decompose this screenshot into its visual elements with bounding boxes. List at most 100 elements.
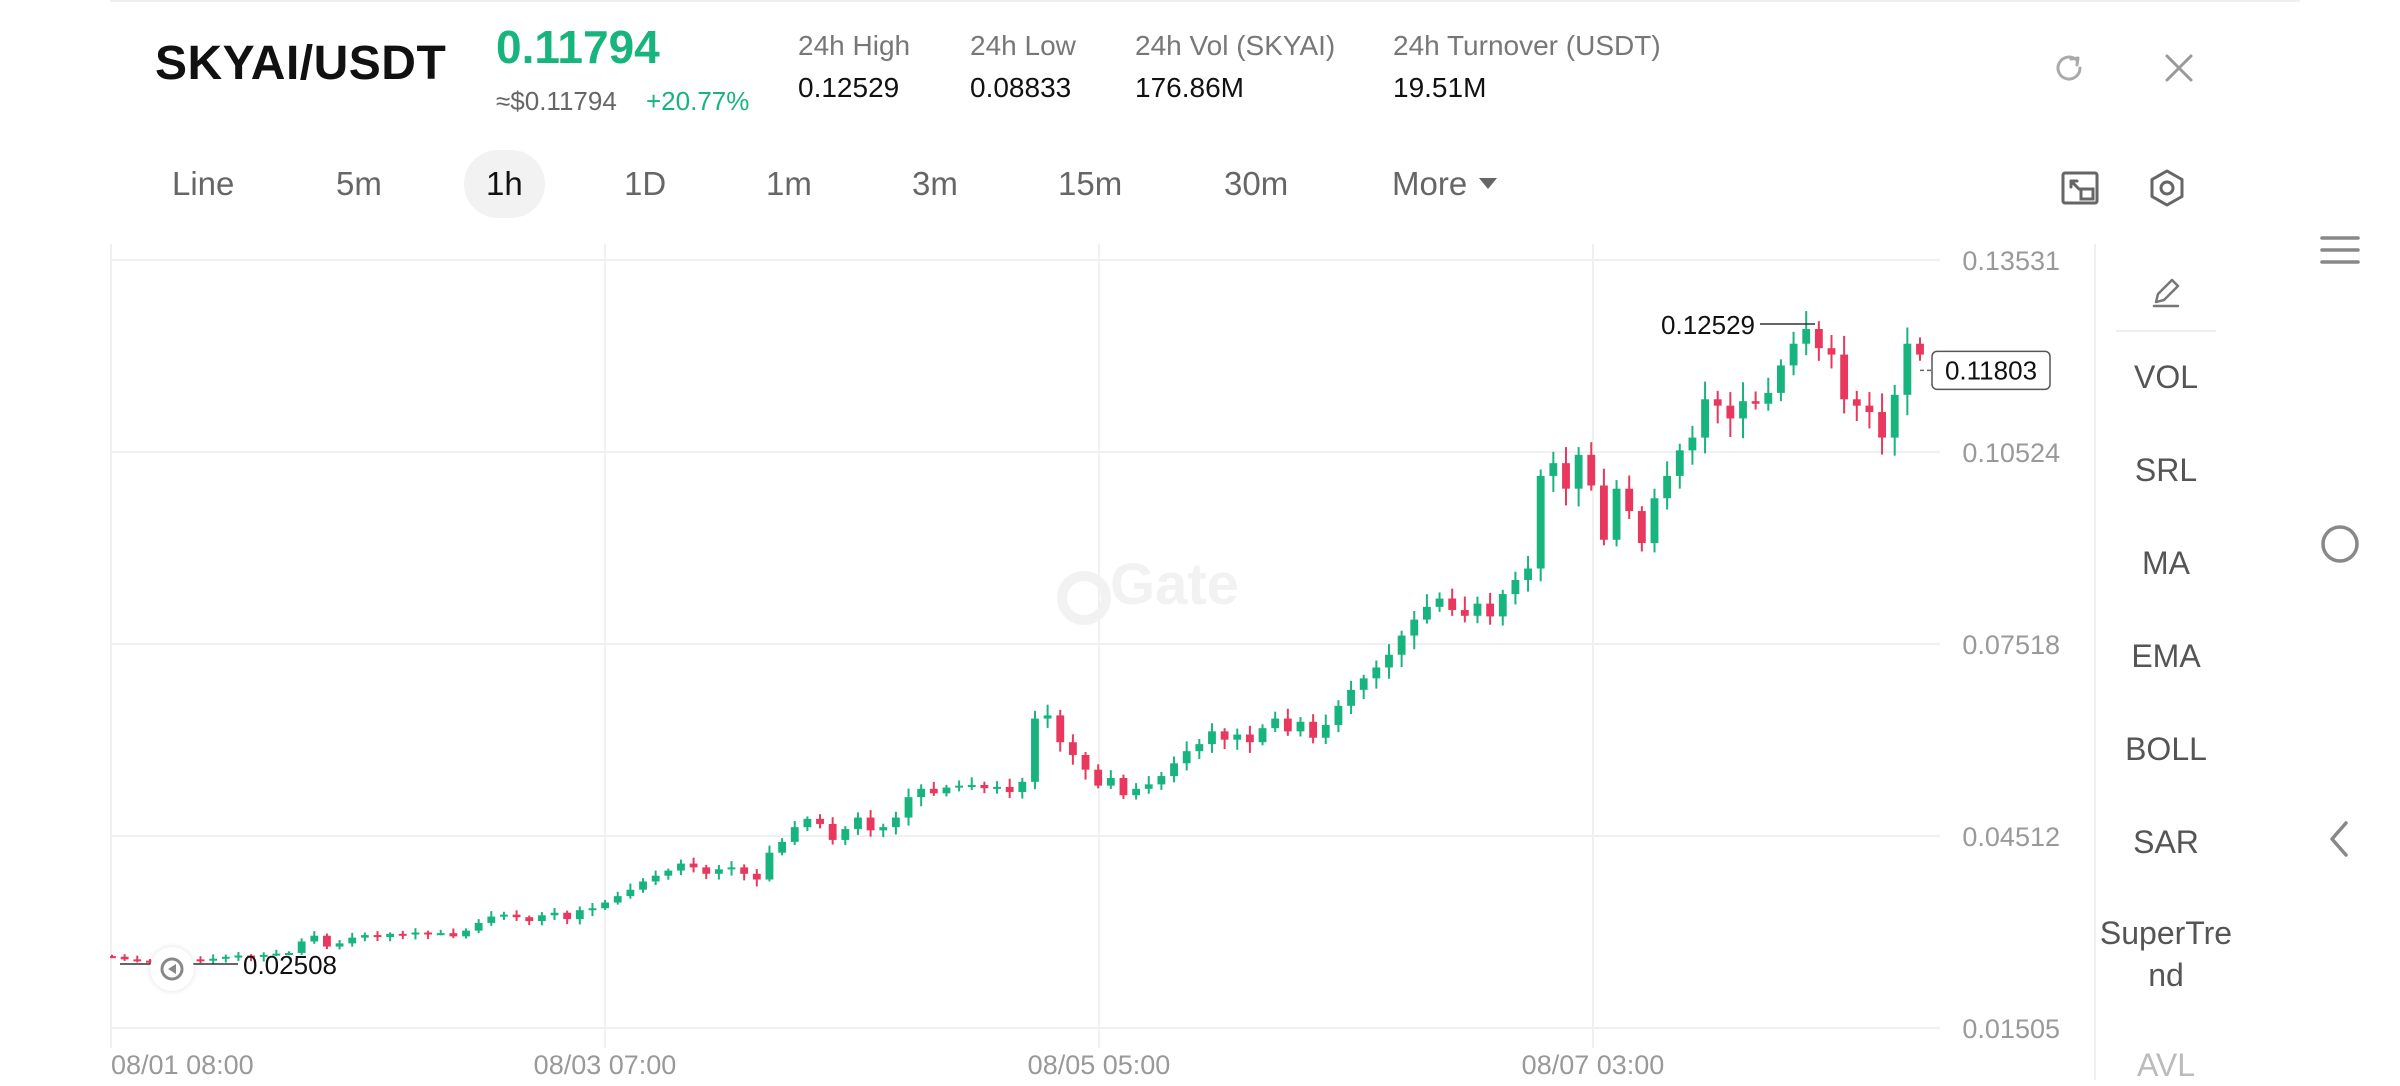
candle-body [1840, 354, 1849, 400]
x-tick-label: 08/03 07:00 [534, 1050, 677, 1080]
candle-body [1031, 718, 1039, 782]
x-axis: 08/01 08:00 08/03 07:00 08/05 05:00 08/07 0… [111, 1050, 1664, 1080]
tab-1d[interactable]: 1D [602, 150, 688, 218]
indicator-srl[interactable]: SRL [2134, 452, 2198, 488]
y-axis: 0.13531 0.10524 0.07518 0.04512 0.01505 [1962, 246, 2060, 1044]
tab-label: 15m [1058, 165, 1123, 202]
tab-3m[interactable]: 3m [890, 150, 980, 218]
candle-body [1802, 329, 1811, 344]
trading-pair-title: SKYAI/USDT [155, 37, 447, 90]
candle-body [1890, 394, 1899, 438]
stat-24h-turnover: 24h Turnover (USDT) 19.51M [1393, 30, 1661, 104]
fullscreen-button[interactable] [2056, 164, 2104, 212]
stat-label: 24h High [798, 30, 911, 61]
candle-body [1094, 769, 1103, 786]
candle-body [272, 953, 281, 956]
back-button[interactable] [2316, 815, 2364, 863]
chart-settings-button[interactable] [2143, 164, 2191, 212]
candle-body [1726, 405, 1735, 419]
candle-body [1195, 744, 1204, 752]
candle-body [1688, 437, 1697, 451]
candle-body [702, 867, 711, 874]
candle-body [1309, 721, 1318, 738]
refresh-button[interactable] [2045, 44, 2093, 92]
indicator-ema[interactable]: EMA [2131, 638, 2201, 674]
candle-body [411, 932, 420, 935]
candle-body [651, 875, 660, 882]
candle-body [1334, 705, 1343, 725]
y-tick-label: 0.04512 [1962, 822, 2060, 852]
candle-body [398, 933, 407, 936]
hamburger-icon [2320, 236, 2360, 264]
stat-value: 176.86M [1135, 72, 1244, 103]
candle-body [1106, 777, 1115, 786]
tab-30m[interactable]: 30m [1202, 150, 1310, 218]
last-price: 0.11794 [496, 21, 660, 73]
candle-body [1347, 689, 1355, 706]
tab-15m[interactable]: 15m [1036, 150, 1144, 218]
candle-body [348, 937, 357, 944]
close-button[interactable] [2155, 44, 2203, 92]
candle-body [1549, 463, 1558, 476]
stat-value: 0.08833 [970, 72, 1072, 103]
candle-body [310, 935, 319, 942]
candle-body [1562, 463, 1570, 489]
candle-body [1233, 734, 1242, 740]
gate-logo-icon [1057, 571, 1111, 625]
draw-tool-button[interactable] [2142, 268, 2190, 316]
candle-body [740, 867, 749, 874]
candle-body [1385, 654, 1393, 668]
candle-body [841, 829, 850, 840]
candle-body [664, 870, 673, 876]
candle-body [588, 908, 597, 911]
settings-icon [2150, 169, 2184, 207]
candle-body [500, 914, 508, 917]
chart-grid [110, 244, 1940, 1048]
stat-label: 24h Turnover (USDT) [1393, 30, 1661, 61]
indicator-boll[interactable]: BOLL [2125, 731, 2207, 767]
candle-body [360, 935, 369, 938]
tab-5m[interactable]: 5m [314, 150, 404, 218]
indicator-avl[interactable]: AVL [2136, 1047, 2196, 1083]
candle-body [1916, 343, 1924, 355]
tab-line[interactable]: Line [150, 150, 256, 218]
candle-body [613, 896, 622, 903]
candles [108, 311, 1924, 965]
candle-body [942, 787, 951, 794]
fiat-price: ≈$0.11794 [496, 86, 617, 116]
candle-body [1625, 488, 1634, 512]
candle-body [209, 958, 218, 961]
candle-body [1473, 603, 1482, 616]
tab-1h[interactable]: 1h [464, 150, 545, 218]
tab-more[interactable]: More [1370, 150, 1519, 218]
candle-body [1132, 788, 1141, 796]
candle-body [1258, 728, 1267, 743]
candle-body [259, 954, 268, 957]
candle-body [1486, 603, 1495, 617]
candle-body [1144, 784, 1153, 789]
candle-body [297, 941, 306, 953]
chart-canvas[interactable]: Gate 0.13531 0.10524 0.07518 0.04512 0.01505… [108, 244, 2080, 1080]
candle-body [1271, 718, 1280, 729]
candle-body [1018, 781, 1027, 793]
indicator-sar[interactable]: SAR [2133, 824, 2199, 860]
fullscreen-icon [2061, 171, 2099, 205]
candle-body [133, 959, 142, 962]
menu-button[interactable] [2316, 226, 2364, 274]
chart-start-marker[interactable] [150, 947, 194, 991]
tab-1m[interactable]: 1m [744, 150, 834, 218]
candlestick-chart[interactable]: Gate 0.13531 0.10524 0.07518 0.04512 0.01505… [108, 244, 2080, 1080]
candle-body [1903, 343, 1912, 395]
candle-body [828, 823, 837, 840]
indicator-vol[interactable]: VOL [2133, 359, 2199, 395]
candle-body [563, 912, 572, 920]
indicator-ma[interactable]: MA [2142, 545, 2190, 581]
home-button[interactable] [2316, 520, 2364, 568]
tab-label: 3m [912, 165, 958, 202]
indicator-supertrend[interactable]: SuperTrend [2099, 915, 2233, 993]
candle-body [1612, 488, 1621, 540]
candle-body [854, 817, 862, 830]
candle-body [1764, 392, 1773, 404]
candle-body [1675, 450, 1684, 476]
candle-body [1777, 365, 1785, 393]
